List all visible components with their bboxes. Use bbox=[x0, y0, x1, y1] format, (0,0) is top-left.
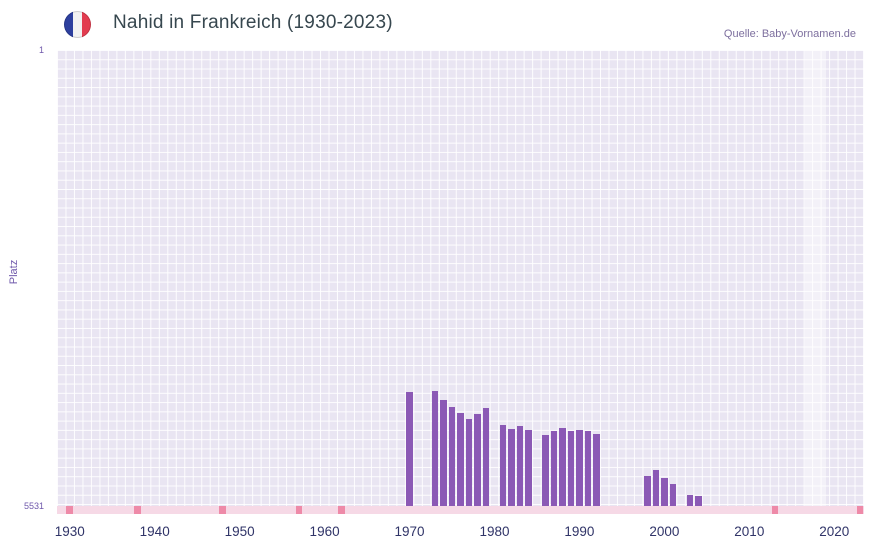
y-axis-title: Platz bbox=[8, 259, 20, 285]
bar[interactable] bbox=[661, 477, 668, 506]
plot-area bbox=[57, 50, 864, 514]
france-flag-icon bbox=[64, 11, 91, 38]
bar[interactable] bbox=[448, 406, 456, 506]
highlight-column bbox=[804, 50, 826, 514]
bar[interactable] bbox=[482, 407, 490, 506]
x-tick-label: 1990 bbox=[564, 524, 595, 539]
bar[interactable] bbox=[652, 470, 660, 506]
bar[interactable] bbox=[576, 430, 583, 506]
bar[interactable] bbox=[686, 495, 694, 506]
x-tick-label: 2010 bbox=[734, 524, 765, 539]
bar[interactable] bbox=[525, 430, 532, 506]
y-axis-max-label: 1 bbox=[38, 45, 44, 55]
bar[interactable] bbox=[516, 425, 524, 506]
bar[interactable] bbox=[593, 434, 600, 506]
bar[interactable] bbox=[584, 430, 592, 506]
bar[interactable] bbox=[499, 425, 507, 506]
x-tick-label: 1950 bbox=[224, 524, 255, 539]
no-rank-mark bbox=[771, 506, 779, 514]
y-axis-min-label: 5531 bbox=[23, 501, 44, 511]
bar[interactable] bbox=[431, 391, 439, 506]
bar[interactable] bbox=[542, 435, 549, 506]
source-link[interactable]: Quelle: Baby-Vornamen.de bbox=[723, 28, 856, 40]
x-tick-label: 1960 bbox=[309, 524, 340, 539]
x-tick-label: 2020 bbox=[819, 524, 850, 539]
bar[interactable] bbox=[567, 430, 575, 506]
bar[interactable] bbox=[669, 483, 677, 506]
bar[interactable] bbox=[550, 430, 558, 506]
no-rank-mark bbox=[295, 506, 303, 514]
bar[interactable] bbox=[559, 428, 566, 506]
unranked-band bbox=[57, 506, 864, 514]
bar[interactable] bbox=[406, 392, 413, 506]
x-tick-label: 1940 bbox=[139, 524, 170, 539]
no-rank-mark bbox=[338, 506, 345, 514]
bar[interactable] bbox=[440, 399, 447, 506]
bar[interactable] bbox=[465, 418, 473, 506]
no-rank-mark bbox=[219, 506, 226, 514]
no-rank-mark bbox=[856, 506, 863, 514]
chart-title: Nahid in Frankreich (1930-2023) bbox=[113, 12, 393, 33]
x-tick-label: 1970 bbox=[394, 524, 425, 539]
no-rank-mark bbox=[134, 506, 141, 514]
bar[interactable] bbox=[695, 496, 702, 506]
bar[interactable] bbox=[474, 413, 481, 506]
bar[interactable] bbox=[644, 476, 651, 506]
bar[interactable] bbox=[508, 429, 515, 506]
x-tick-label: 2000 bbox=[649, 524, 680, 539]
bar[interactable] bbox=[457, 412, 464, 506]
x-tick-label: 1980 bbox=[479, 524, 510, 539]
no-rank-mark bbox=[66, 506, 73, 514]
x-tick-label: 1930 bbox=[54, 524, 85, 539]
